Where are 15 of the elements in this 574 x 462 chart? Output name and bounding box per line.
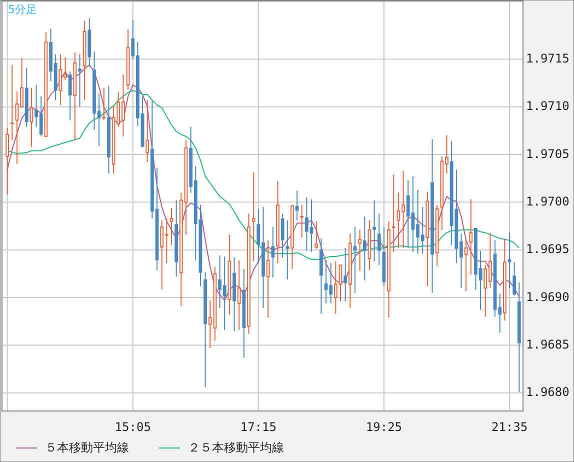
ytick: 1.9695	[526, 242, 570, 256]
xtick: 21:35	[491, 420, 528, 434]
ytick: 1.9680	[526, 385, 570, 400]
xtick: 17:15	[240, 420, 276, 434]
legend-label: ５本移動平均線	[45, 440, 129, 454]
legend-label: ２５本移動平均線	[188, 440, 284, 454]
ytick: 1.9685	[526, 338, 570, 352]
xtick: 19:25	[366, 420, 402, 434]
xtick: 15:05	[114, 420, 151, 434]
ytick: 1.9710	[526, 99, 570, 114]
ytick: 1.9715	[526, 51, 570, 66]
ytick: 1.9690	[526, 290, 570, 304]
title: 5分足	[8, 3, 37, 16]
ytick: 1.9705	[526, 146, 570, 161]
ytick: 1.9700	[526, 194, 570, 208]
